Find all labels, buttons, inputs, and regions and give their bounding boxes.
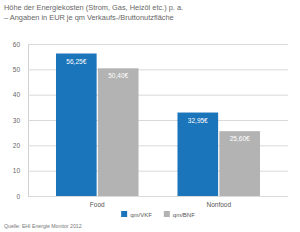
y-tick-label: 10: [13, 167, 21, 174]
legend-label: qm/BNF: [173, 212, 195, 218]
y-axis-line: [29, 45, 289, 197]
x-axis: Food Nonfood: [90, 196, 232, 208]
y-tick-label: 50: [13, 66, 21, 73]
data-label: 32,95€: [188, 117, 208, 124]
legend-swatch: [164, 211, 170, 217]
bar: [56, 54, 97, 197]
legend-item: qm/VKF: [121, 211, 152, 218]
data-label: 50,40€: [108, 72, 128, 79]
data-label: 25,60€: [230, 135, 250, 142]
source: Quelle: EHI Energie Monitor 2012: [4, 223, 82, 229]
chart-svg: Höhe der Energiekosten (Strom, Gas, Heiz…: [0, 0, 300, 232]
y-axis: 0 10 20 30 40 50 60: [13, 41, 288, 200]
bar: [219, 131, 260, 196]
grid-line: [28, 44, 288, 45]
bars: [56, 54, 260, 197]
legend-item: qm/BNF: [164, 211, 195, 218]
x-tick: Nonfood: [206, 196, 231, 208]
title: Höhe der Energiekosten (Strom, Gas, Heiz…: [4, 3, 183, 12]
x-tick-label: Nonfood: [206, 201, 231, 208]
subtitle: – Angaben in EUR je qm Verkaufs-/Brutton…: [4, 13, 174, 22]
y-tick-label: 40: [13, 91, 21, 98]
legend-swatch: [121, 211, 127, 217]
y-tick-label: 20: [13, 142, 21, 149]
legend-label: qm/VKF: [130, 212, 152, 218]
chart-container: Höhe der Energiekosten (Strom, Gas, Heiz…: [0, 0, 300, 232]
y-tick: 50: [13, 66, 288, 73]
y-tick-label: 60: [13, 41, 21, 48]
y-tick: 40: [13, 91, 288, 98]
bar: [177, 113, 218, 196]
grid-line: [28, 196, 288, 197]
x-tick: Food: [90, 196, 105, 208]
legend: qm/VKF qm/BNF: [121, 211, 195, 218]
bar: [98, 68, 139, 196]
y-tick: 30: [13, 117, 288, 124]
y-tick-label: 30: [13, 117, 21, 124]
data-label: 56,25€: [66, 58, 86, 65]
data-labels: 56,25€ 32,95€ 50,40€ 25,60€: [66, 58, 250, 143]
y-tick-label: 0: [16, 193, 20, 200]
y-tick: 60: [13, 41, 288, 48]
x-tick-label: Food: [90, 201, 105, 208]
